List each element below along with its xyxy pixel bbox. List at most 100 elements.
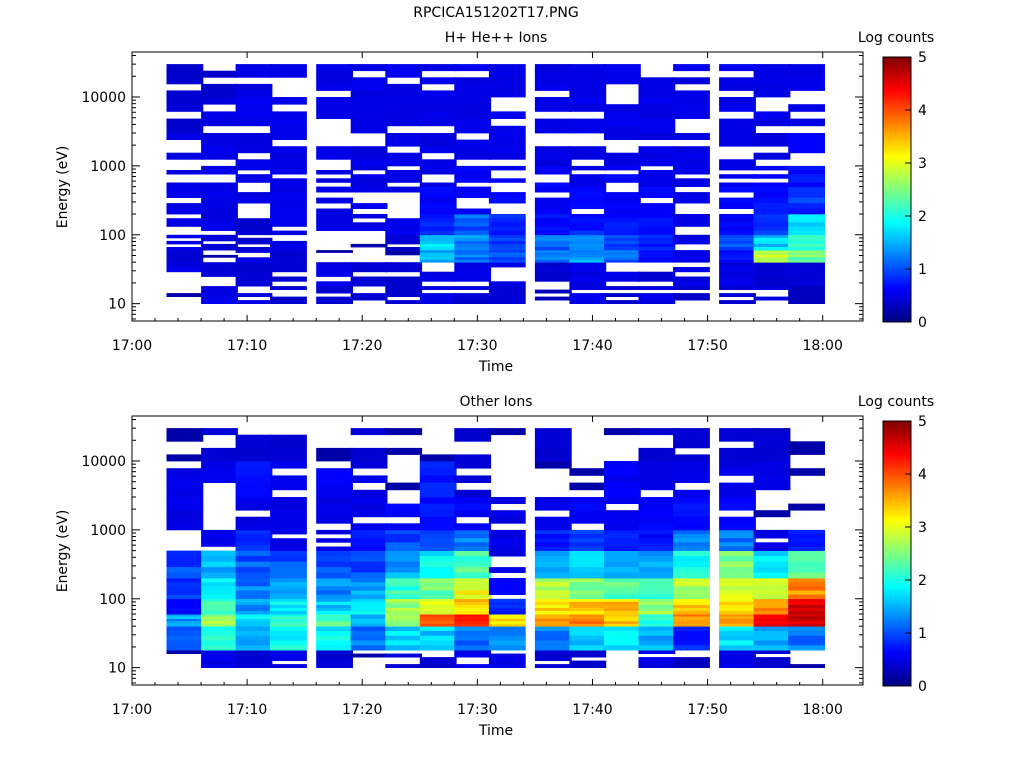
heatmap-cell (673, 618, 710, 622)
heatmap-cell (454, 152, 492, 160)
heatmap-cell (385, 139, 423, 147)
heatmap-cell (569, 197, 607, 204)
heatmap-cell (350, 601, 388, 606)
heatmap-cell (753, 623, 791, 627)
heatmap-cell (201, 561, 238, 568)
heatmap-cell (604, 214, 641, 219)
heatmap-cell (235, 468, 273, 476)
heatmap-cell (604, 516, 641, 524)
heatmap-cell (753, 243, 791, 248)
heatmap-cell (534, 203, 572, 209)
heatmap-cell (270, 590, 307, 595)
heatmap-cell (201, 237, 238, 242)
heatmap-cell (419, 594, 457, 600)
heatmap-cell (454, 170, 492, 175)
heatmap-cell (788, 534, 825, 539)
heatmap-cell (673, 250, 710, 253)
x-tick-label: 17:10 (227, 702, 267, 718)
heatmap-cell (454, 186, 492, 193)
heatmap-cell (350, 454, 388, 462)
heatmap-cell (201, 529, 238, 535)
heatmap-cell (673, 567, 710, 573)
heatmap-cell (788, 607, 825, 612)
heatmap-cell (753, 152, 791, 160)
heatmap-cell (235, 104, 273, 112)
panel2-heatmap-cells (166, 428, 825, 668)
heatmap-cell (673, 254, 710, 258)
heatmap-cell (673, 240, 710, 245)
heatmap-cell (488, 428, 526, 436)
heatmap-cell (235, 550, 273, 557)
heatmap-cell (350, 542, 388, 547)
heatmap-cell (719, 664, 756, 668)
heatmap-cell (604, 468, 641, 476)
heatmap-cell (270, 133, 307, 140)
heatmap-cell (604, 230, 641, 236)
heatmap-cell (753, 578, 791, 583)
heatmap-cell (166, 640, 204, 646)
heatmap-cell (719, 165, 756, 171)
heatmap-cell (270, 454, 307, 462)
heatmap-cell (788, 118, 825, 127)
heatmap-cell (454, 567, 492, 573)
heatmap-cell (569, 240, 607, 245)
heatmap-cell (235, 616, 273, 620)
heatmap-cell (719, 578, 756, 583)
heatmap-cell (569, 293, 607, 297)
heatmap-cell (534, 428, 572, 436)
heatmap-cell (235, 556, 273, 562)
heatmap-cell (316, 77, 353, 85)
heatmap-cell (270, 276, 307, 282)
heatmap-cell (673, 165, 710, 171)
heatmap-cell (201, 572, 238, 579)
heatmap-cell (350, 578, 388, 583)
heatmap-cell (753, 259, 791, 263)
heatmap-cell (604, 250, 641, 253)
heatmap-cell (454, 271, 492, 277)
heatmap-cell (270, 262, 307, 268)
heatmap-cell (201, 594, 238, 600)
heatmap-cell (753, 252, 791, 256)
heatmap-cell (753, 257, 791, 261)
heatmap-cell (419, 247, 457, 251)
heatmap-cell (638, 468, 676, 476)
heatmap-cell (569, 614, 607, 617)
heatmap-cell (638, 214, 676, 219)
heatmap-cell (673, 594, 710, 600)
heatmap-cell (569, 178, 607, 183)
heatmap-cell (270, 230, 307, 236)
heatmap-cell (488, 611, 526, 615)
heatmap-cell (753, 546, 791, 551)
heatmap-cell (316, 447, 353, 455)
heatmap-cell (316, 578, 353, 583)
heatmap-cell (569, 262, 607, 268)
heatmap-cell (569, 254, 607, 258)
heatmap-cell (638, 611, 676, 615)
heatmap-cell (788, 182, 825, 187)
colorbar-tick-label: 5 (918, 50, 927, 66)
heatmap-cell (201, 618, 238, 622)
heatmap-cell (719, 623, 756, 627)
heatmap-cell (534, 208, 572, 215)
heatmap-cell (270, 70, 307, 78)
heatmap-cell (673, 556, 710, 562)
heatmap-cell (166, 203, 204, 209)
heatmap-cell (316, 208, 353, 215)
heatmap-cell (385, 90, 423, 98)
heatmap-cell (235, 640, 273, 646)
heatmap-cell (316, 489, 353, 498)
heatmap-cell (753, 240, 791, 245)
heatmap-cell (385, 118, 423, 127)
heatmap-cell (534, 222, 572, 227)
colorbar-tick-label: 4 (918, 467, 927, 483)
heatmap-cell (488, 607, 526, 612)
heatmap-cell (454, 222, 492, 227)
heatmap-cell (569, 604, 607, 609)
heatmap-cell (604, 510, 641, 518)
heatmap-cell (753, 561, 791, 568)
heatmap-cell (385, 133, 423, 140)
heatmap-cell (534, 497, 572, 504)
heatmap-cell (316, 529, 353, 535)
heatmap-cell (719, 234, 756, 239)
heatmap-cell (673, 475, 710, 483)
